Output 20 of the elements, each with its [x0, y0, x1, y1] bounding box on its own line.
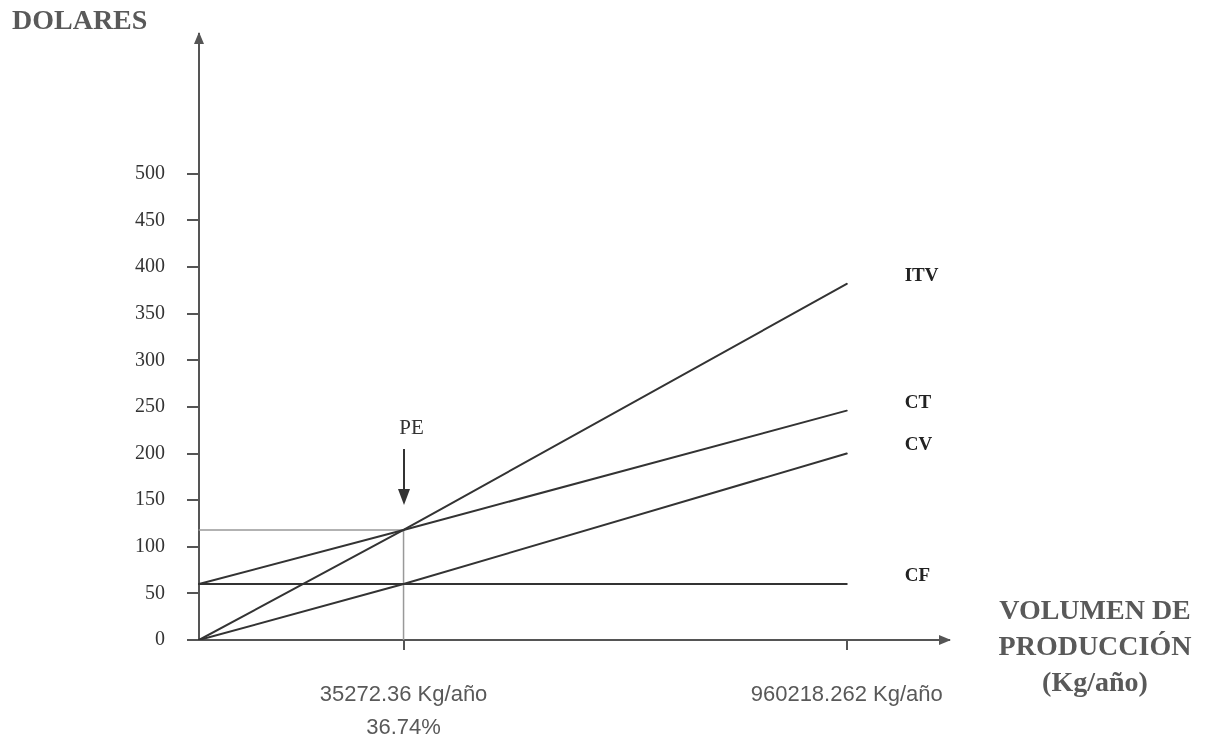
x-tick-label: 35272.36 Kg/año 36.74%	[319, 680, 488, 739]
text: CT	[904, 390, 932, 412]
y-tick-label: 100	[135, 534, 165, 557]
text: CF	[904, 563, 931, 585]
x-axis-title: VOLUMEN DE PRODUCCIÓN (Kg/año)	[998, 594, 1192, 698]
y-tick-label: 250	[135, 394, 165, 417]
y-axis-title: DOLARES	[12, 4, 148, 36]
y-tick-label: 50	[145, 580, 165, 603]
y-tick-label: 500	[135, 161, 165, 184]
text: CV	[904, 433, 933, 455]
y-tick-label: 300	[135, 347, 165, 370]
text: ITV	[904, 263, 939, 285]
y-tick-label: 200	[135, 440, 165, 463]
y-tick-label: 400	[135, 254, 165, 277]
y-tick-label: 350	[135, 300, 165, 323]
x-tick-label: 960218.262 Kg/año	[750, 680, 943, 706]
y-tick-label: 150	[135, 487, 165, 510]
annotation: PE	[399, 414, 424, 439]
y-tick-label: 0	[155, 627, 165, 650]
y-tick-label: 450	[135, 207, 165, 230]
